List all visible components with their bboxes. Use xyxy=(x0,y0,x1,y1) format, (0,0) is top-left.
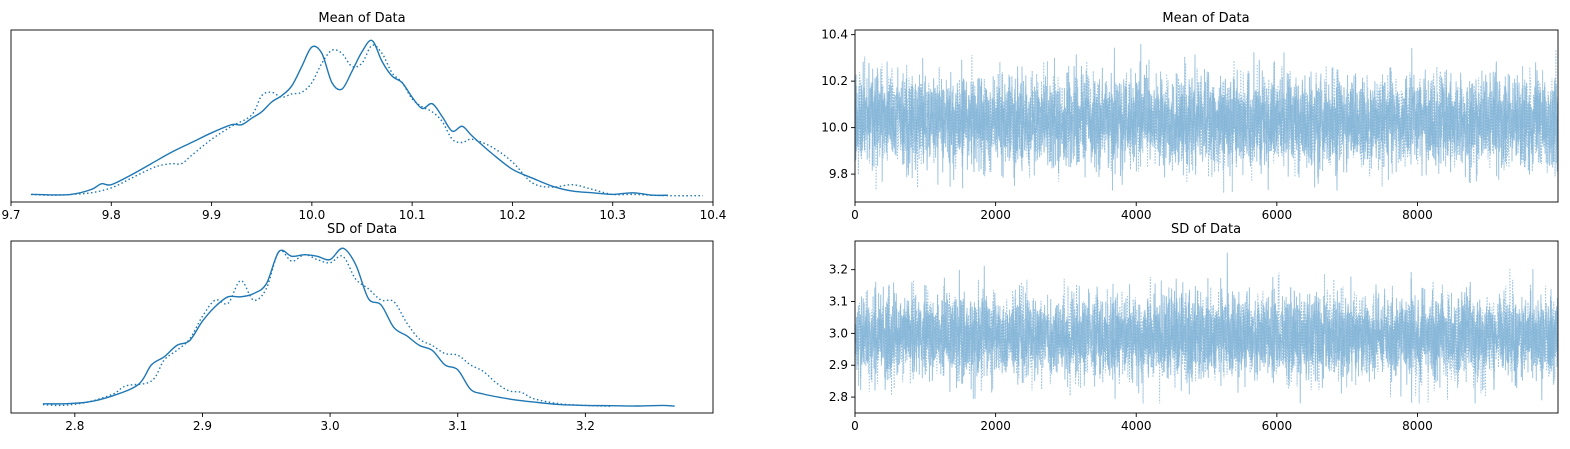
plot-area xyxy=(855,252,1558,404)
density-series-solid xyxy=(31,39,668,197)
density-series-dotted xyxy=(42,249,611,407)
y-tick-label: 10.4 xyxy=(821,28,848,42)
x-tick-label: 9.7 xyxy=(1,208,20,222)
x-tick-label: 2000 xyxy=(980,419,1011,433)
panel-mean-trace: 0 2000 4000 6000 8000 9.8 10.0 10.2 10.4 Mean of … xyxy=(821,11,1559,222)
x-tick-label: 2.9 xyxy=(193,419,212,433)
plot-area xyxy=(855,43,1558,193)
y-tick-label: 2.8 xyxy=(829,390,848,404)
x-tick-label: 8000 xyxy=(1402,419,1433,433)
x-tick-label: 2000 xyxy=(980,208,1011,222)
x-tick-label: 8000 xyxy=(1402,208,1433,222)
y-tick-label: 3.1 xyxy=(829,295,848,309)
x-tick-label: 9.8 xyxy=(102,208,121,222)
x-tick-label: 6000 xyxy=(1262,419,1293,433)
x-tick-label: 10.2 xyxy=(499,208,526,222)
y-tick-label: 9.8 xyxy=(829,167,848,181)
x-tick-label: 3.0 xyxy=(321,419,340,433)
trace-series-dotted xyxy=(855,49,1558,193)
axes-frame xyxy=(10,240,714,414)
panel-title: SD of Data xyxy=(1171,222,1241,237)
x-tick-label: 2.8 xyxy=(65,419,84,433)
y-tick-label: 2.9 xyxy=(829,358,848,372)
x-tick-label: 4000 xyxy=(1121,208,1152,222)
y-tick-label: 3.2 xyxy=(829,263,848,277)
panel-title: Mean of Data xyxy=(1162,11,1249,26)
x-tick-label: 10.1 xyxy=(399,208,426,222)
axes-frame xyxy=(10,29,714,203)
panel-sd-density: 2.8 2.9 3.0 3.1 3.2 SD of Data xyxy=(10,222,714,433)
y-tick-label: 10.2 xyxy=(821,74,848,88)
trace-series-dotted xyxy=(855,268,1558,404)
x-tick-label: 9.9 xyxy=(202,208,221,222)
panel-title: Mean of Data xyxy=(318,11,405,26)
x-tick-label: 10.3 xyxy=(599,208,626,222)
x-tick-label: 3.1 xyxy=(448,419,467,433)
axes-frame xyxy=(854,29,1559,203)
panel-mean-density: 9.7 9.8 9.9 10.0 10.1 10.2 10.3 10.4 Mean of Dat… xyxy=(1,11,726,222)
panel-title: SD of Data xyxy=(327,222,397,237)
x-tick-label: 6000 xyxy=(1262,208,1293,222)
y-tick-label: 3.0 xyxy=(829,326,848,340)
x-tick-label: 10.4 xyxy=(700,208,727,222)
axes-frame xyxy=(854,240,1559,414)
density-series-solid xyxy=(42,247,675,407)
plot-area xyxy=(31,39,704,197)
y-tick-label: 10.0 xyxy=(821,121,848,135)
plot-area xyxy=(42,247,675,407)
x-tick-label: 4000 xyxy=(1121,419,1152,433)
x-tick-label: 0 xyxy=(851,419,859,433)
panel-sd-trace: 0 2000 4000 6000 8000 2.8 2.9 3.0 3.1 3.2 SD of Da… xyxy=(829,222,1559,433)
x-tick-label: 10.0 xyxy=(298,208,325,222)
x-tick-label: 3.2 xyxy=(576,419,595,433)
x-tick-label: 0 xyxy=(851,208,859,222)
